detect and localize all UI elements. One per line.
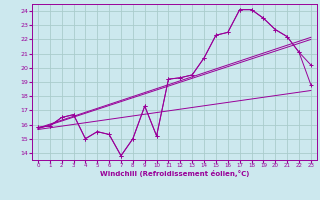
X-axis label: Windchill (Refroidissement éolien,°C): Windchill (Refroidissement éolien,°C): [100, 170, 249, 177]
